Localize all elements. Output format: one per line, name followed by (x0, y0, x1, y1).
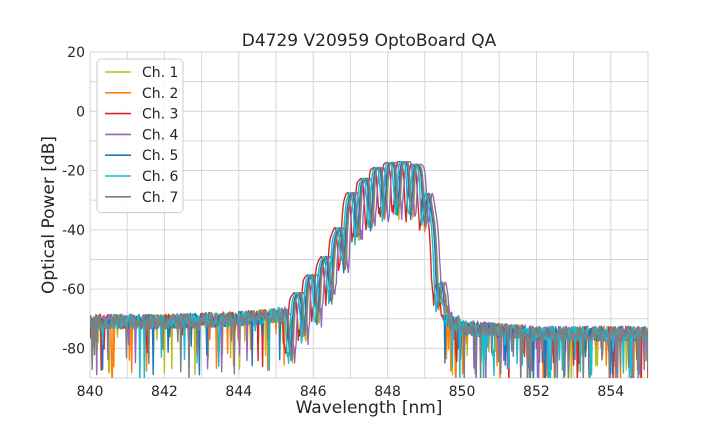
x-tick-label: 844 (225, 384, 252, 400)
x-tick-label: 842 (151, 384, 178, 400)
legend-label: Ch. 5 (142, 148, 178, 164)
legend-label: Ch. 2 (142, 86, 178, 102)
y-tick-label: 0 (76, 104, 85, 120)
x-tick-labels: 840 842 844 846 848 850 852 854 (77, 384, 625, 400)
x-tick-label: 840 (77, 384, 104, 400)
legend-box (96, 58, 184, 214)
legend-label: Ch. 1 (142, 65, 178, 81)
x-axis-label: Wavelength [nm] (296, 398, 443, 418)
x-tick-label: 852 (523, 384, 550, 400)
y-tick-label: -60 (62, 282, 85, 298)
y-tick-label: 20 (67, 45, 85, 61)
series-layer (90, 160, 648, 378)
y-tick-label: -20 (62, 164, 85, 180)
legend-label: Ch. 3 (142, 107, 178, 123)
chart-title: D4729 V20959 OptoBoard QA (242, 31, 497, 51)
x-tick-label: 846 (300, 384, 327, 400)
x-tick-label: 854 (597, 384, 624, 400)
legend-label: Ch. 6 (142, 169, 179, 185)
legend-label: Ch. 4 (142, 127, 179, 143)
y-tick-label: -40 (62, 223, 85, 239)
y-tick-labels: -80 -60 -40 -20 0 20 (62, 45, 85, 357)
legend-label: Ch. 7 (142, 190, 178, 206)
legend: Ch. 1 Ch. 2 Ch. 3 Ch. 4 Ch. 5 Ch. 6 Ch. 7 (96, 58, 184, 214)
x-tick-label: 850 (449, 384, 476, 400)
x-tick-label: 848 (374, 384, 401, 400)
series-line-7 (90, 160, 648, 378)
y-tick-label: -80 (62, 341, 85, 357)
y-axis-label: Optical Power [dB] (39, 136, 59, 294)
